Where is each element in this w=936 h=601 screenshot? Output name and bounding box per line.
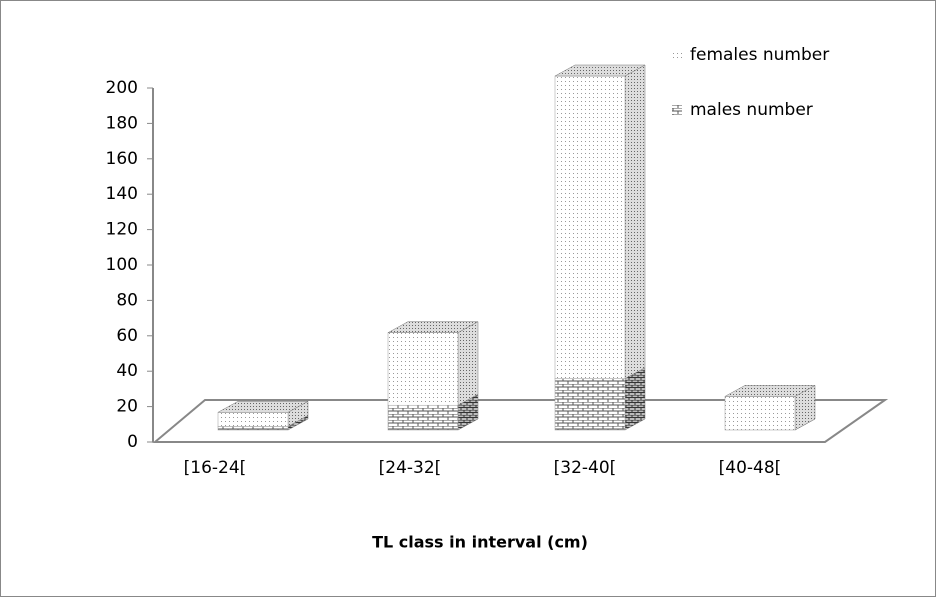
y-tick-label: 200 xyxy=(106,78,138,98)
bar xyxy=(387,332,459,406)
y-tick-label: 120 xyxy=(106,220,138,240)
bar xyxy=(724,396,796,431)
bar-side xyxy=(624,64,646,380)
y-tick-label: 80 xyxy=(116,290,138,310)
y-tick-label: 160 xyxy=(106,149,138,169)
bar xyxy=(554,378,626,431)
x-tick-label: [24-32[ xyxy=(379,458,442,478)
bar xyxy=(217,412,289,427)
y-tick-label: 0 xyxy=(127,432,138,452)
legend-swatch xyxy=(672,105,682,115)
y-tick-label: 180 xyxy=(106,113,138,133)
bar-top xyxy=(554,64,646,77)
bar-top xyxy=(387,321,479,333)
y-tick-label: 40 xyxy=(116,361,138,381)
y-tick-label: 60 xyxy=(116,326,138,346)
y-tick-label: 20 xyxy=(116,397,138,417)
bar xyxy=(387,404,459,431)
x-tick-label: [32-40[ xyxy=(554,458,617,478)
legend-swatch xyxy=(672,50,682,60)
bar-side xyxy=(457,321,479,406)
x-tick-label: [16-24[ xyxy=(184,458,247,478)
bar-top xyxy=(724,385,816,397)
y-tick-label: 140 xyxy=(106,184,138,204)
bar xyxy=(217,426,289,431)
x-tick-label: [40-48[ xyxy=(719,458,782,478)
x-axis-title: TL class in interval (cm) xyxy=(372,533,588,552)
bar-top xyxy=(217,401,309,413)
y-tick-label: 100 xyxy=(106,255,138,275)
legend-label: females number xyxy=(690,45,829,65)
bar xyxy=(554,75,626,379)
legend-label: males number xyxy=(690,100,813,120)
floor xyxy=(152,399,889,443)
